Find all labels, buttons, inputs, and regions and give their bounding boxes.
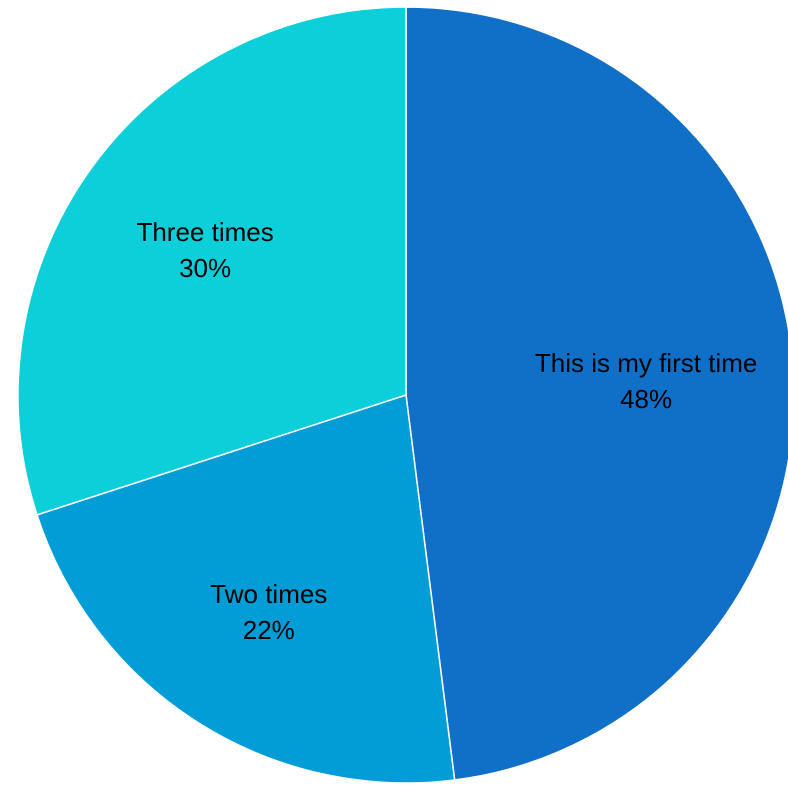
pie-slice-this-is-my-first-time: [405, 6, 788, 781]
slice-percent-two-times: 22%: [243, 615, 295, 645]
pie-slice-two-times: [36, 394, 456, 784]
slice-percent-three-times: 30%: [179, 253, 231, 283]
slice-label-three-times: Three times: [136, 217, 273, 247]
slice-label-this-is-my-first-time: This is my first time: [535, 348, 757, 378]
labels-layer: This is my first time 48% Two times 22% Thre…: [136, 217, 757, 645]
pie-slice-three-times: [17, 6, 407, 516]
slice-percent-this-is-my-first-time: 48%: [620, 384, 672, 414]
slices-layer: [17, 6, 788, 784]
slice-label-two-times: Two times: [210, 579, 327, 609]
